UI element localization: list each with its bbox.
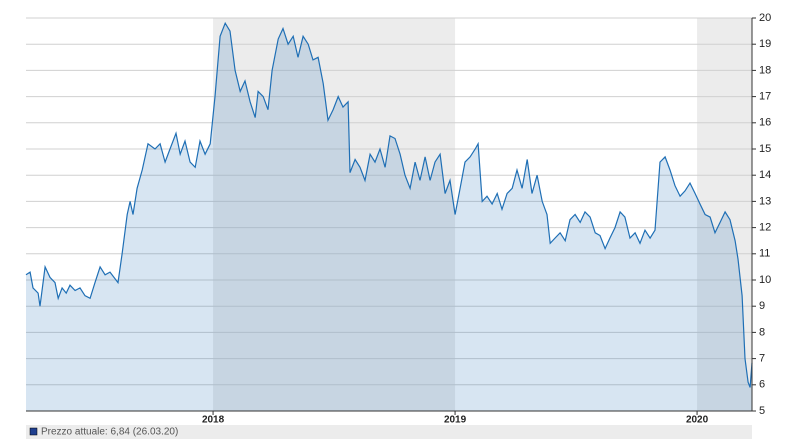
y-tick-label: 14 — [759, 169, 771, 181]
legend-bar — [26, 425, 752, 439]
y-tick-label: 20 — [759, 12, 771, 24]
area — [26, 23, 752, 411]
x-tick-label: 2020 — [686, 415, 709, 426]
y-tick-label: 11 — [759, 248, 770, 260]
y-tick-label: 10 — [759, 274, 771, 286]
y-tick-label: 19 — [759, 38, 771, 50]
y-tick-label: 9 — [759, 300, 765, 312]
y-tick-label: 12 — [759, 222, 771, 234]
y-tick-label: 16 — [759, 117, 771, 129]
y-tick-label: 13 — [759, 195, 771, 207]
y-tick-label: 6 — [759, 379, 765, 391]
year-band — [213, 18, 456, 411]
y-tick-label: 8 — [759, 326, 765, 338]
y-tick-label: 15 — [759, 143, 771, 155]
x-tick-label: 2018 — [202, 415, 225, 426]
y-tick-label: 17 — [759, 91, 771, 103]
legend-label: Prezzo attuale: 6,84 (26.03.20) — [41, 427, 178, 438]
x-tick-label: 2019 — [444, 415, 467, 426]
line — [25, 21, 753, 388]
legend-swatch — [29, 427, 38, 436]
y-tick-label: 7 — [759, 353, 765, 365]
y-tick-label: 5 — [759, 405, 765, 417]
y-tick-label: 18 — [759, 64, 771, 76]
